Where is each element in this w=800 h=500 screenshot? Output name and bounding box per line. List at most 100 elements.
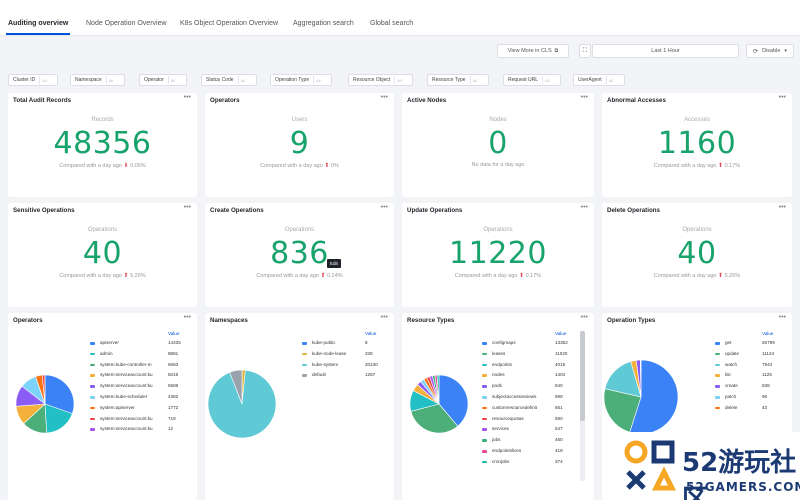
- view-more-in-cls-button[interactable]: View More in CLS ⧉: [497, 44, 569, 58]
- filter-value[interactable]: All: [167, 76, 186, 84]
- pie-chart[interactable]: [602, 358, 680, 436]
- filter-namespace[interactable]: Namespace All: [70, 74, 125, 86]
- legend-item[interactable]: leases 11020: [482, 351, 583, 359]
- legend-item[interactable]: system:serviceaccount:ku 718: [90, 416, 196, 424]
- legend-item[interactable]: nodes 1404: [482, 372, 583, 380]
- filter-request-url[interactable]: Request URL All: [503, 74, 562, 86]
- legend-item[interactable]: update 11124: [715, 351, 790, 359]
- legend-swatch: [482, 450, 487, 453]
- legend-item[interactable]: get 25799: [715, 340, 790, 348]
- legend-item[interactable]: default 1287: [302, 372, 393, 380]
- filter-label: Request URL: [508, 77, 539, 83]
- filter-value[interactable]: All: [605, 76, 624, 84]
- card-title: Operators: [210, 97, 240, 104]
- filter-status-code[interactable]: Status Code All: [201, 74, 257, 86]
- legend-item[interactable]: patch 96: [715, 394, 790, 402]
- legend-item[interactable]: list 1125: [715, 372, 790, 380]
- legend-item[interactable]: admin 8881: [90, 351, 196, 359]
- filter-value[interactable]: All: [39, 76, 57, 84]
- legend-item[interactable]: kube-node-lease 338: [302, 351, 393, 359]
- legend-value: 8: [365, 340, 368, 345]
- metric-label: Operations: [483, 227, 513, 233]
- legend-item[interactable]: pods 840: [482, 383, 583, 391]
- more-icon[interactable]: •••: [380, 204, 388, 211]
- filter-resource-object[interactable]: Resource Object All: [348, 74, 414, 86]
- legend-item[interactable]: delete 43: [715, 405, 790, 413]
- more-icon[interactable]: •••: [778, 314, 786, 321]
- filter-label: UserAgent: [578, 77, 602, 83]
- pie-chart[interactable]: [408, 373, 470, 435]
- legend-item[interactable]: apiserver 14435: [90, 340, 196, 348]
- scrollbar[interactable]: [580, 331, 585, 481]
- fullscreen-button[interactable]: ⛶: [579, 44, 591, 58]
- legend-item[interactable]: customresourcedefinit 651: [482, 405, 583, 413]
- filter-value[interactable]: All: [542, 76, 560, 84]
- card-title: Total Audit Records: [13, 97, 72, 104]
- legend-item[interactable]: system:serviceaccount:ku 12: [90, 426, 196, 434]
- legend-value: 13352: [555, 340, 568, 345]
- legend-item[interactable]: create 838: [715, 383, 790, 391]
- tab-global-search[interactable]: Global search: [370, 20, 414, 27]
- legend-item[interactable]: system:kube-scheduler 4382: [90, 394, 196, 402]
- legend-item[interactable]: subjectaccessreviews 698: [482, 394, 583, 402]
- comparison-text: Compared with a day ago: [653, 163, 717, 169]
- legend-item[interactable]: jobs 460: [482, 437, 583, 445]
- legend-item[interactable]: resourcequotas 580: [482, 416, 583, 424]
- pie-slice[interactable]: [44, 374, 75, 415]
- filter-value[interactable]: All: [394, 76, 412, 84]
- filter-value[interactable]: All: [237, 76, 256, 84]
- metric-value: 40: [82, 236, 123, 271]
- legend-item[interactable]: cronjobs 374: [482, 459, 583, 467]
- pie-slice[interactable]: [410, 403, 459, 434]
- filter-cluster-id[interactable]: Cluster ID All: [8, 74, 59, 86]
- more-icon[interactable]: •••: [580, 204, 588, 211]
- filter-useragent[interactable]: UserAgent All: [573, 74, 625, 86]
- tab-aggregation-search[interactable]: Aggregation search: [293, 20, 354, 27]
- more-icon[interactable]: •••: [580, 94, 588, 101]
- pie-slice[interactable]: [603, 388, 642, 433]
- legend-swatch: [482, 342, 487, 345]
- filter-value[interactable]: All: [313, 76, 331, 84]
- legend-item[interactable]: endpointslices 418: [482, 448, 583, 456]
- legend-item[interactable]: system:apiserver 1772: [90, 405, 196, 413]
- legend-item[interactable]: system:serviceaccount:ku 5016: [90, 372, 196, 380]
- pie-slice[interactable]: [438, 374, 469, 427]
- more-icon[interactable]: •••: [778, 204, 786, 211]
- legend-value: 1125: [762, 372, 772, 378]
- legend-swatch: [482, 396, 487, 399]
- filter-operator[interactable]: Operator All: [139, 74, 187, 86]
- auto-refresh-select[interactable]: ⟳ Disable ▾: [746, 44, 794, 58]
- filter-value[interactable]: All: [469, 76, 488, 84]
- auto-refresh-value: Disable: [762, 48, 781, 54]
- legend-label: kube-node-lease: [312, 350, 347, 356]
- more-icon[interactable]: •••: [778, 94, 786, 101]
- legend-item[interactable]: system:kube-controller-m 6683: [90, 362, 196, 370]
- legend-item[interactable]: kube-system 20230: [302, 362, 393, 370]
- legend-value: 698: [555, 394, 563, 399]
- more-icon[interactable]: •••: [580, 314, 588, 321]
- more-icon[interactable]: •••: [183, 314, 191, 321]
- pie-chart[interactable]: [14, 373, 76, 435]
- legend-item[interactable]: system:serviceaccount:ku 5588: [90, 383, 196, 391]
- more-icon[interactable]: •••: [380, 314, 388, 321]
- pie-slice[interactable]: [229, 369, 243, 405]
- filter-value[interactable]: All: [105, 76, 124, 84]
- pie-slice[interactable]: [436, 374, 440, 405]
- more-icon[interactable]: •••: [183, 94, 191, 101]
- legend-item[interactable]: kube-public 8: [302, 340, 393, 348]
- tab-node-operation-overview[interactable]: Node Operation Overview: [86, 20, 167, 27]
- tab-auditing-overview[interactable]: Auditing overview: [8, 20, 69, 27]
- legend-item[interactable]: services 547: [482, 426, 583, 434]
- filter-resource-type[interactable]: Resource Type All: [427, 74, 489, 86]
- legend-item[interactable]: endpoints 4015: [482, 362, 583, 370]
- scrollbar-thumb[interactable]: [580, 331, 585, 421]
- legend-value: 14435: [168, 340, 181, 345]
- time-range-select[interactable]: Last 1 Hour: [592, 44, 739, 58]
- pie-chart[interactable]: [206, 368, 278, 440]
- legend-item[interactable]: watch 7944: [715, 362, 790, 370]
- legend-item[interactable]: configmaps 13352: [482, 340, 583, 348]
- more-icon[interactable]: •••: [183, 204, 191, 211]
- more-icon[interactable]: •••: [380, 94, 388, 101]
- tab-k8s-object-operation-overview[interactable]: K8s Object Operation Overview: [180, 20, 279, 27]
- filter-operation-type[interactable]: Operation Type All: [270, 74, 333, 86]
